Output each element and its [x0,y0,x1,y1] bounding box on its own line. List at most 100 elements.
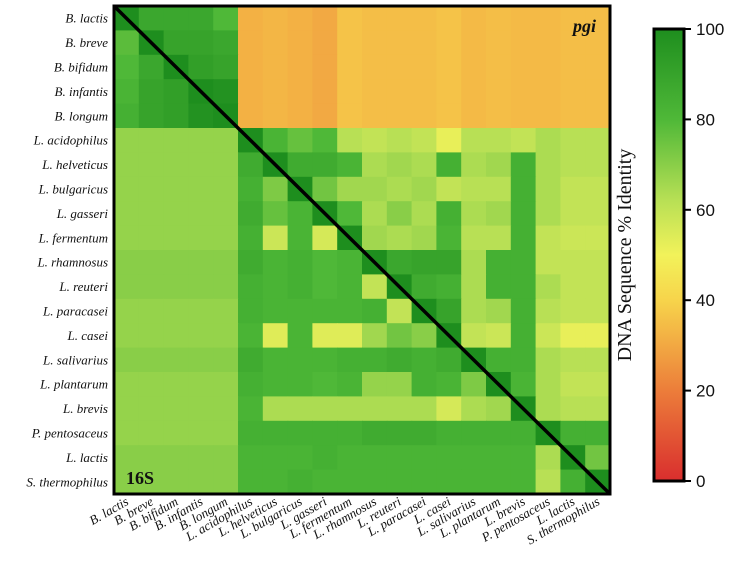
heatmap-cell [535,201,561,227]
heatmap-cell [238,274,264,300]
heatmap-cell [163,79,189,105]
heatmap-cell [411,274,437,300]
heatmap-cell [486,30,512,56]
heatmap-cell [337,445,363,471]
heatmap-cell [411,201,437,227]
heatmap-cell [163,152,189,178]
heatmap-cell [560,103,586,129]
heatmap-cell [238,79,264,105]
heatmap-cell [213,79,239,105]
heatmap-cell [535,225,561,251]
heatmap-cell [585,250,611,275]
heatmap-cell [337,250,363,275]
heatmap-cell [386,323,413,349]
heatmap-cell [262,225,289,251]
heatmap-cell [436,372,462,397]
heatmap-cell [163,6,189,31]
heatmap-cell [337,54,363,80]
heatmap-cell [238,372,264,397]
heatmap-cell [510,347,537,373]
heatmap-cell [163,103,189,129]
heatmap-cell [287,445,313,471]
heatmap-cell [535,274,561,300]
heatmap-cell [585,347,611,373]
heatmap-cell [262,128,289,153]
heatmap-cell [461,225,487,251]
heatmap-cell [188,347,214,373]
heatmap-cell [337,79,363,105]
heatmap-cell [585,420,611,446]
heatmap-cell [362,420,388,446]
row-label: L. salivarius [42,352,108,367]
heatmap-cell [188,396,214,422]
heatmap-cell [362,54,388,80]
heatmap-cell [138,250,165,275]
heatmap-cell [238,469,264,495]
heatmap-cell [163,323,189,349]
heatmap-cell [163,225,189,251]
heatmap-cell [486,274,512,300]
heatmap-cell [585,396,611,422]
heatmap-cell [411,250,437,275]
diagonal-line [112,4,612,496]
heatmap-cell [560,225,586,251]
heatmap-cell [386,176,413,202]
heatmap-cell [486,250,512,275]
heatmap-cell [560,420,586,446]
heatmap-cell [461,298,487,324]
heatmap-cell [163,274,189,300]
heatmap-cell [188,298,214,324]
heatmap-cell [411,6,437,31]
heatmap-cell [436,128,462,153]
heatmap-cell [337,469,363,495]
heatmap-cell [163,469,189,495]
heatmap-cell [138,420,165,446]
heatmap-cells [114,6,611,495]
heatmap-cell [585,103,611,129]
heatmap-cell [486,445,512,471]
heatmap-cell [411,469,437,495]
heatmap-cell [138,274,165,300]
heatmap-cell [312,274,338,300]
heatmap-cell [163,201,189,227]
heatmap-cell [238,152,264,178]
heatmap-cell [287,201,313,227]
colorbar-title: DNA Sequence % Identity [614,149,636,362]
row-label: L. brevis [62,401,108,416]
heatmap-cell [114,420,140,446]
heatmap-cell [262,79,289,105]
heatmap-cell [163,372,189,397]
heatmap-cell [535,298,561,324]
heatmap-cell [386,152,413,178]
heatmap-cell [411,323,437,349]
heatmap-cell [386,54,413,80]
colorbar-tick-label: 0 [696,472,705,491]
heatmap-cell [461,79,487,105]
heatmap-cell [560,274,586,300]
heatmap-cell [486,420,512,446]
heatmap-cell [213,372,239,397]
heatmap-cell [262,54,289,80]
heatmap-cell [114,201,140,227]
heatmap-cell [461,469,487,495]
heatmap-cell [337,6,363,31]
heatmap-cell [510,201,537,227]
heatmap-cell [138,445,165,471]
heatmap-cell [188,103,214,129]
heatmap-cell [337,298,363,324]
upper-triangle-label: pgi [571,16,596,36]
heatmap-cell [535,445,561,471]
heatmap-cell [114,445,140,471]
heatmap-cell [287,30,313,56]
heatmap-cell [213,347,239,373]
heatmap-cell [386,396,413,422]
heatmap-cell [411,54,437,80]
heatmap-cell [560,372,586,397]
heatmap-cell [287,6,313,31]
heatmap-cell [138,347,165,373]
row-label: B. bifidum [54,60,108,75]
heatmap-cell [560,79,586,105]
heatmap-cell [188,445,214,471]
heatmap-cell [535,6,561,31]
heatmap-cell [436,225,462,251]
